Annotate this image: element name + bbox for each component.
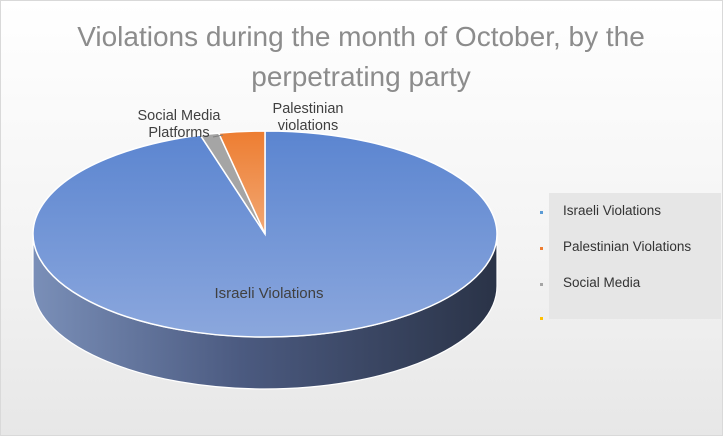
legend-item: Palestinian Violations — [540, 237, 721, 261]
data-label-social-media: Social Media Platforms — [137, 108, 221, 141]
legend-item — [540, 307, 721, 331]
leader-line-social-media — [212, 134, 224, 138]
legend-label: Israeli Violations — [563, 203, 662, 218]
chart-title: Violations during the month of October, … — [77, 21, 645, 92]
legend-label: Palestinian Violations — [563, 239, 692, 254]
legend-item: Israeli Violations — [540, 201, 721, 225]
slice-social-media — [217, 130, 266, 235]
legend-swatch — [540, 211, 543, 214]
legend-swatch — [540, 247, 543, 250]
legend-swatch — [540, 317, 543, 320]
chart-legend: Israeli Violations Palestinian Violations… — [540, 193, 721, 320]
data-label-palestinian-violations: Palestinian violations — [273, 101, 344, 134]
data-label-israeli-violations: Israeli Violations — [215, 285, 324, 302]
legend-item: Social Media — [540, 273, 721, 297]
legend-label: Social Media — [563, 275, 641, 290]
legend-swatch — [540, 283, 543, 286]
